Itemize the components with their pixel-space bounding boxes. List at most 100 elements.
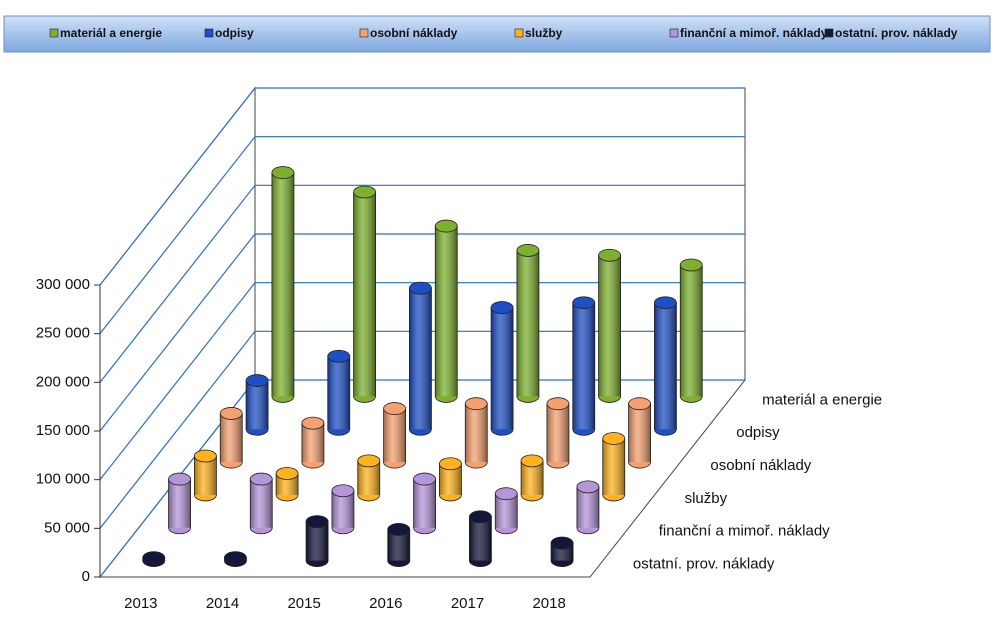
cylinder-edge (331, 490, 355, 528)
legend-swatch (514, 28, 524, 38)
legend-swatch (204, 28, 214, 38)
legend-label: služby (525, 26, 563, 40)
legend-swatch (669, 28, 679, 38)
cylinder-top (598, 248, 621, 262)
cylinder-top (434, 219, 458, 233)
cylinder-top (219, 407, 243, 420)
cylinder-edge (245, 380, 269, 430)
cylinder-shade (602, 438, 625, 495)
cylinder-edge (249, 479, 273, 528)
cylinder-top (439, 457, 462, 471)
cylinder (464, 397, 488, 469)
x-tick-label: 2018 (532, 595, 565, 612)
cylinder-top (357, 454, 381, 468)
cylinder (271, 166, 295, 403)
cylinder-shade (271, 172, 294, 397)
depth-label: služby (685, 490, 728, 507)
y-tick-label: 200 000 (36, 373, 90, 390)
cylinder-edge (194, 455, 217, 495)
cylinder-edge (305, 521, 329, 561)
cylinder-top (305, 515, 329, 529)
cylinder-top (469, 510, 492, 524)
legend-label: osobní náklady (370, 26, 458, 40)
cylinder (494, 487, 518, 535)
cylinder-top (142, 551, 166, 565)
cylinder-top (275, 467, 299, 480)
cylinder (679, 258, 703, 403)
cylinder-shade (495, 493, 518, 528)
cylinder-shade (491, 307, 514, 430)
depth-label: ostatní. prov. náklady (633, 556, 775, 573)
x-tick-label: 2013 (124, 595, 157, 612)
cylinder (546, 397, 570, 469)
cylinder-edge (516, 250, 540, 397)
cylinder-shade (435, 226, 458, 397)
depth-label: finanční a mimoř. náklady (659, 523, 830, 540)
cylinder-shade (357, 460, 380, 495)
cylinder (490, 301, 514, 436)
cylinder-top (409, 281, 432, 295)
cylinder-edge (469, 516, 492, 561)
cylinder-edge (387, 529, 411, 561)
cylinder (353, 185, 376, 403)
cylinder-top (413, 472, 436, 486)
cylinder-shade (301, 423, 324, 463)
cylinder (628, 397, 651, 469)
cylinder (249, 472, 273, 535)
legend-label: materiál a energie (60, 26, 162, 40)
cylinder-top (387, 523, 411, 536)
cylinder-shade (250, 479, 273, 528)
cylinder-edge (219, 413, 243, 463)
cylinder (520, 454, 544, 502)
grid-line (99, 136, 745, 335)
cylinder-edge (546, 403, 570, 463)
cylinder-top (327, 349, 351, 363)
cylinder-edge (439, 463, 462, 495)
depth-label: odpisy (736, 424, 780, 441)
y-tick-label: 150 000 (36, 422, 90, 439)
cylinder-edge (357, 460, 381, 495)
cylinder-edge (409, 288, 432, 430)
cylinder-edge (413, 479, 436, 528)
cylinder-edge (271, 172, 295, 397)
cylinder (550, 536, 574, 567)
cylinder-shade (306, 521, 329, 561)
grid-line (99, 184, 745, 383)
cylinder (598, 248, 621, 403)
cylinder-shade (572, 302, 595, 430)
cylinder-top (224, 551, 247, 565)
y-tick-label: 250 000 (36, 325, 90, 342)
cylinder-edge (494, 493, 518, 528)
y-tick-label: 0 (82, 568, 90, 585)
y-tick-label: 300 000 (36, 276, 90, 293)
cylinder-edge (434, 226, 458, 397)
cylinder (439, 457, 462, 502)
cylinder-shade (469, 516, 492, 561)
legend-swatch (359, 28, 369, 38)
cylinder-edge (353, 192, 376, 397)
legend-swatch (49, 28, 59, 38)
cylinder-edge (168, 479, 191, 528)
cylinder (383, 402, 406, 469)
cylinder-top (383, 402, 406, 415)
legend-swatch (824, 28, 834, 38)
legend-label: odpisy (215, 26, 254, 40)
cylinder-edge (550, 543, 574, 561)
depth-label: materiál a energie (762, 391, 882, 408)
cylinder (434, 219, 458, 403)
cylinder (301, 416, 325, 469)
grid-line (99, 87, 745, 286)
cylinder-shade (628, 403, 651, 463)
cylinder (219, 407, 243, 469)
cylinder-top (576, 480, 600, 494)
cylinder-edge (327, 356, 351, 430)
cylinder (245, 374, 269, 436)
cylinder-edge (490, 307, 514, 430)
cylinder-top (168, 472, 191, 486)
x-tick-label: 2014 (206, 595, 239, 612)
x-tick-label: 2015 (287, 595, 320, 612)
cylinder-edge (654, 302, 677, 430)
cylinder-shade (331, 490, 354, 528)
cylinder-shade (516, 250, 539, 397)
